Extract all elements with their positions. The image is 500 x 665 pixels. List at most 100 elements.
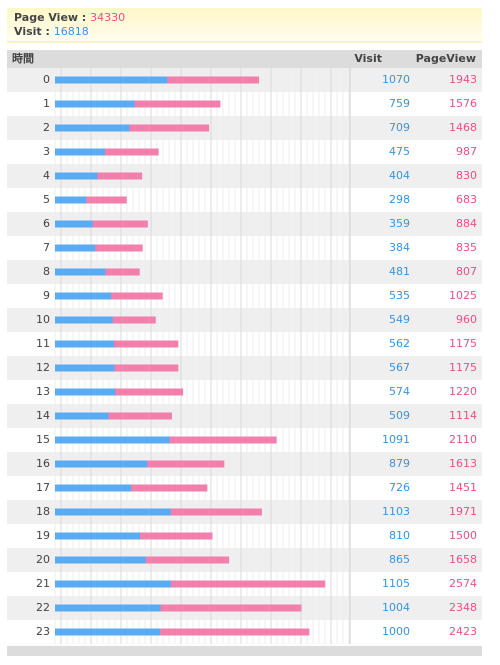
bar — [55, 436, 170, 444]
bar — [55, 244, 143, 252]
bar — [55, 124, 130, 132]
value-cell: 567 — [389, 361, 410, 374]
bar — [55, 628, 160, 636]
visit-label: Visit — [14, 25, 42, 38]
value-cell: 683 — [456, 193, 477, 206]
bar — [55, 340, 114, 348]
value-cell: 298 — [389, 193, 410, 206]
value-cell: 1613 — [449, 457, 477, 470]
value-cell: 810 — [389, 529, 410, 542]
bar — [55, 556, 146, 564]
value-cell: 1114 — [449, 409, 477, 422]
value-cell: 830 — [456, 169, 477, 182]
hour-label: 0 — [43, 73, 50, 86]
value-cell: 1500 — [449, 529, 477, 542]
value-cell: 475 — [389, 145, 410, 158]
hour-label: 9 — [43, 289, 50, 302]
hour-label: 11 — [36, 337, 50, 350]
bar — [55, 628, 310, 636]
bar — [55, 100, 135, 108]
value-cell: 1943 — [449, 73, 477, 86]
hour-label: 15 — [36, 433, 50, 446]
value-cell: 1000 — [382, 625, 410, 638]
bar — [55, 172, 143, 180]
bar — [55, 364, 115, 372]
summary-line: Visit : 16818 — [14, 25, 89, 38]
value-cell: 549 — [389, 313, 410, 326]
value-cell: 1091 — [382, 433, 410, 446]
pv-total: 34330 — [90, 11, 125, 24]
value-cell: 535 — [389, 289, 410, 302]
summary-line: Page View : 34330 — [14, 11, 125, 24]
bar — [55, 604, 161, 612]
value-cell: 1468 — [449, 121, 477, 134]
header-hour: 時間 — [12, 51, 34, 65]
hour-label: 13 — [36, 385, 50, 398]
value-cell: 359 — [389, 217, 410, 230]
bar — [55, 508, 171, 516]
bar — [55, 604, 302, 612]
header-row — [7, 50, 482, 68]
hour-label: 6 — [43, 217, 50, 230]
value-cell: 562 — [389, 337, 410, 350]
bar — [55, 196, 87, 204]
bar — [55, 148, 159, 156]
hour-label: 18 — [36, 505, 50, 518]
value-cell: 574 — [389, 385, 410, 398]
value-cell: 987 — [456, 145, 477, 158]
bar — [55, 388, 184, 396]
bar — [55, 364, 179, 372]
bar — [55, 532, 141, 540]
hour-label: 22 — [36, 601, 50, 614]
value-cell: 2110 — [449, 433, 477, 446]
value-cell: 1025 — [449, 289, 477, 302]
hour-label: 7 — [43, 241, 50, 254]
hour-label: 20 — [36, 553, 50, 566]
bar — [55, 484, 132, 492]
value-cell: 481 — [389, 265, 410, 278]
value-cell: 1220 — [449, 385, 477, 398]
value-cell: 1103 — [382, 505, 410, 518]
value-cell: 835 — [456, 241, 477, 254]
value-cell: 1004 — [382, 601, 410, 614]
bar — [55, 388, 116, 396]
hour-label: 23 — [36, 625, 50, 638]
hour-label: 16 — [36, 457, 50, 470]
value-cell: 2423 — [449, 625, 477, 638]
value-cell: 1105 — [382, 577, 410, 590]
value-cell: 384 — [389, 241, 410, 254]
hour-label: 5 — [43, 193, 50, 206]
value-cell: 807 — [456, 265, 477, 278]
bar — [55, 412, 172, 420]
value-cell: 1070 — [382, 73, 410, 86]
footer-bar — [7, 646, 482, 656]
hour-label: 10 — [36, 313, 50, 326]
bar — [55, 220, 148, 228]
hour-label: 3 — [43, 145, 50, 158]
visit-total: 16818 — [54, 25, 89, 38]
value-cell: 2348 — [449, 601, 477, 614]
bar — [55, 148, 105, 156]
header-visit: Visit — [354, 52, 382, 65]
summary-box — [7, 8, 482, 42]
pv-label: Page View — [14, 11, 78, 24]
value-cell: 1175 — [449, 361, 477, 374]
hour-label: 17 — [36, 481, 50, 494]
bar — [55, 412, 109, 420]
value-cell: 865 — [389, 553, 410, 566]
bar — [55, 316, 113, 324]
value-cell: 1175 — [449, 337, 477, 350]
hour-label: 14 — [36, 409, 50, 422]
bar — [55, 172, 98, 180]
value-cell: 1451 — [449, 481, 477, 494]
value-cell: 509 — [389, 409, 410, 422]
value-cell: 884 — [456, 217, 477, 230]
hour-label: 2 — [43, 121, 50, 134]
value-cell: 759 — [389, 97, 410, 110]
value-cell: 404 — [389, 169, 410, 182]
value-cell: 2574 — [449, 577, 477, 590]
bar — [55, 196, 127, 204]
bar — [55, 124, 210, 132]
